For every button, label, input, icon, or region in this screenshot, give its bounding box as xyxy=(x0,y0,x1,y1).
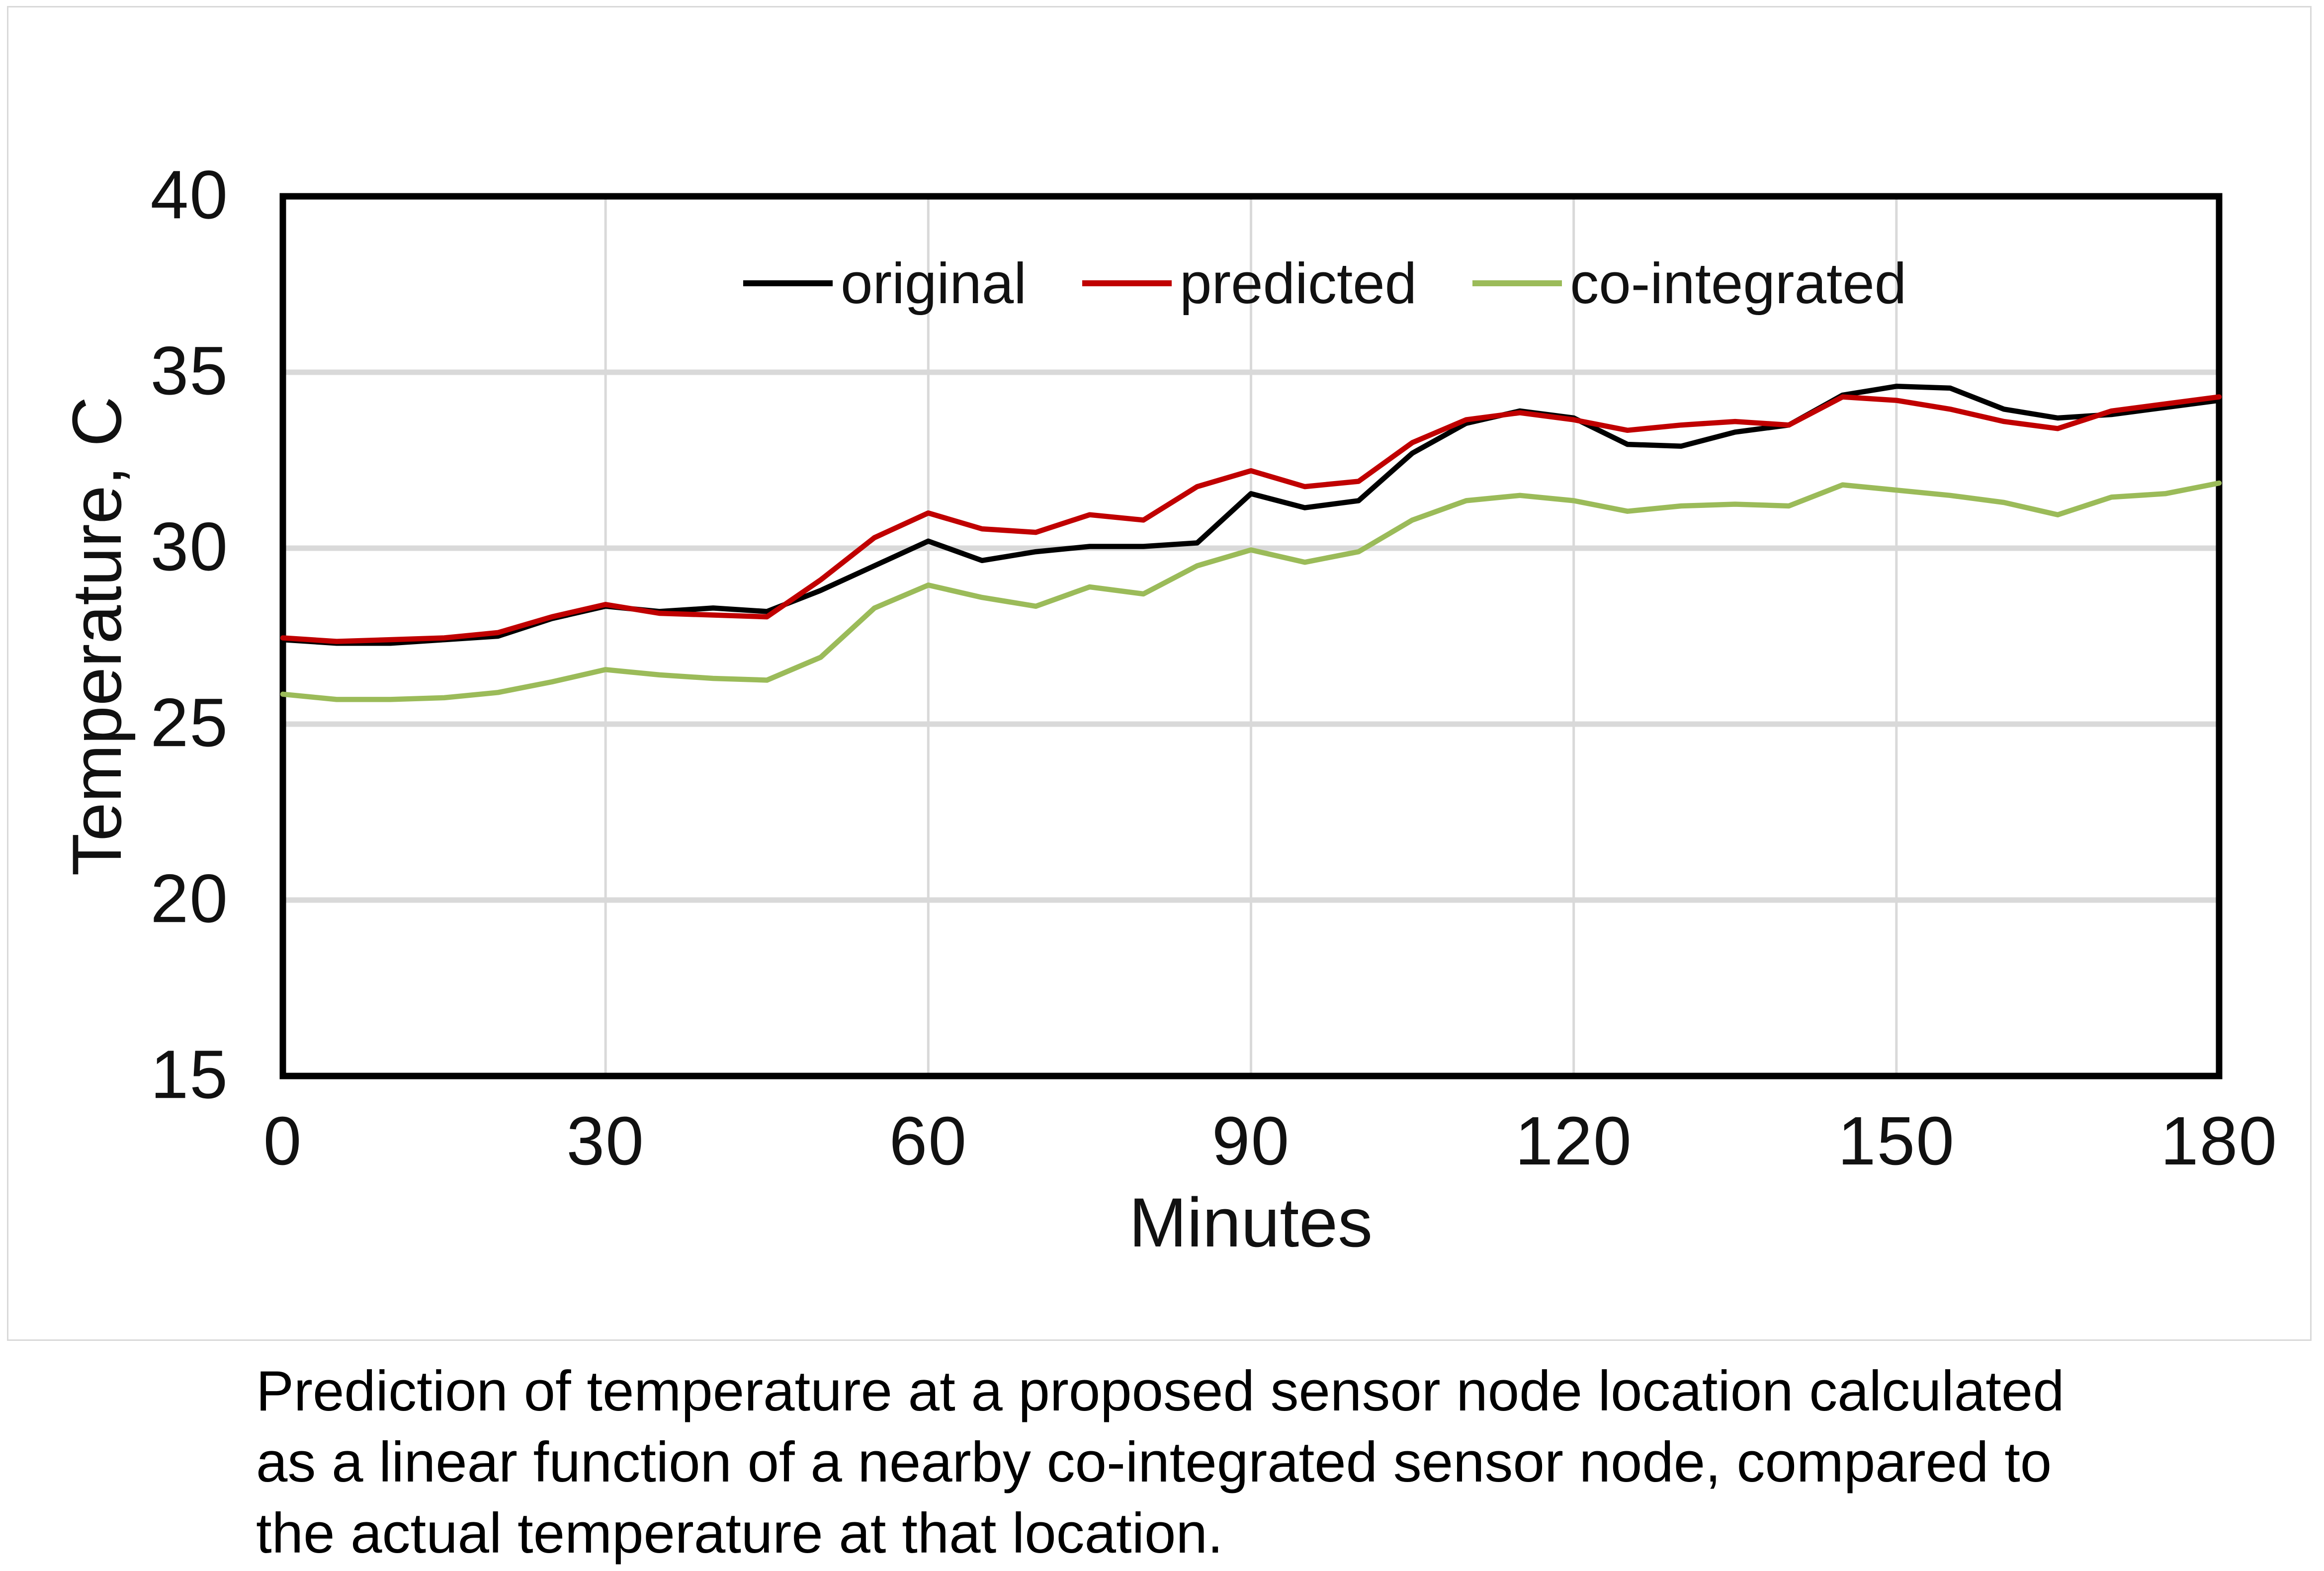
legend-label: predicted xyxy=(1180,251,1417,316)
legend-line-swatch-icon xyxy=(743,280,833,286)
chart-legend: original predicted co-integrated xyxy=(743,254,1906,312)
y-tick-label: 15 xyxy=(150,1036,229,1113)
legend-item-co-integrated: co-integrated xyxy=(1472,254,1906,312)
x-tick-label: 120 xyxy=(1515,1103,1633,1179)
caption-line: Prediction of temperature at a proposed … xyxy=(256,1360,2065,1423)
y-tick-label: 20 xyxy=(150,860,229,937)
x-tick-label: 30 xyxy=(566,1103,645,1179)
x-tick-label: 180 xyxy=(2160,1103,2278,1179)
legend-item-original: original xyxy=(743,254,1027,312)
caption-line: as a linear function of a nearby co-inte… xyxy=(256,1431,2052,1494)
legend-label: original xyxy=(841,251,1027,316)
legend-line-swatch-icon xyxy=(1472,280,1562,286)
y-tick-label: 30 xyxy=(150,508,229,585)
y-tick-label: 25 xyxy=(150,684,229,761)
chart-canvas xyxy=(7,6,2312,1341)
series-line-predicted xyxy=(280,394,2222,644)
y-axis-title: Temperature, C xyxy=(58,396,136,876)
legend-label: co-integrated xyxy=(1570,251,1907,316)
x-axis-title: Minutes xyxy=(1128,1183,1373,1261)
caption-line: the actual temperature at that location. xyxy=(256,1502,1223,1565)
x-tick-label: 150 xyxy=(1837,1103,1955,1179)
plot-area xyxy=(279,193,2223,1079)
figure-caption: Prediction of temperature at a proposed … xyxy=(256,1356,2294,1569)
x-tick-label: 90 xyxy=(1211,1103,1291,1179)
legend-line-swatch-icon xyxy=(1082,280,1172,286)
y-tick-label: 35 xyxy=(150,332,229,410)
x-tick-label: 0 xyxy=(263,1103,303,1179)
series-line-co-integrated xyxy=(280,480,2222,702)
y-tick-label: 40 xyxy=(150,157,229,234)
x-tick-label: 60 xyxy=(889,1103,968,1179)
legend-item-predicted: predicted xyxy=(1082,254,1417,312)
